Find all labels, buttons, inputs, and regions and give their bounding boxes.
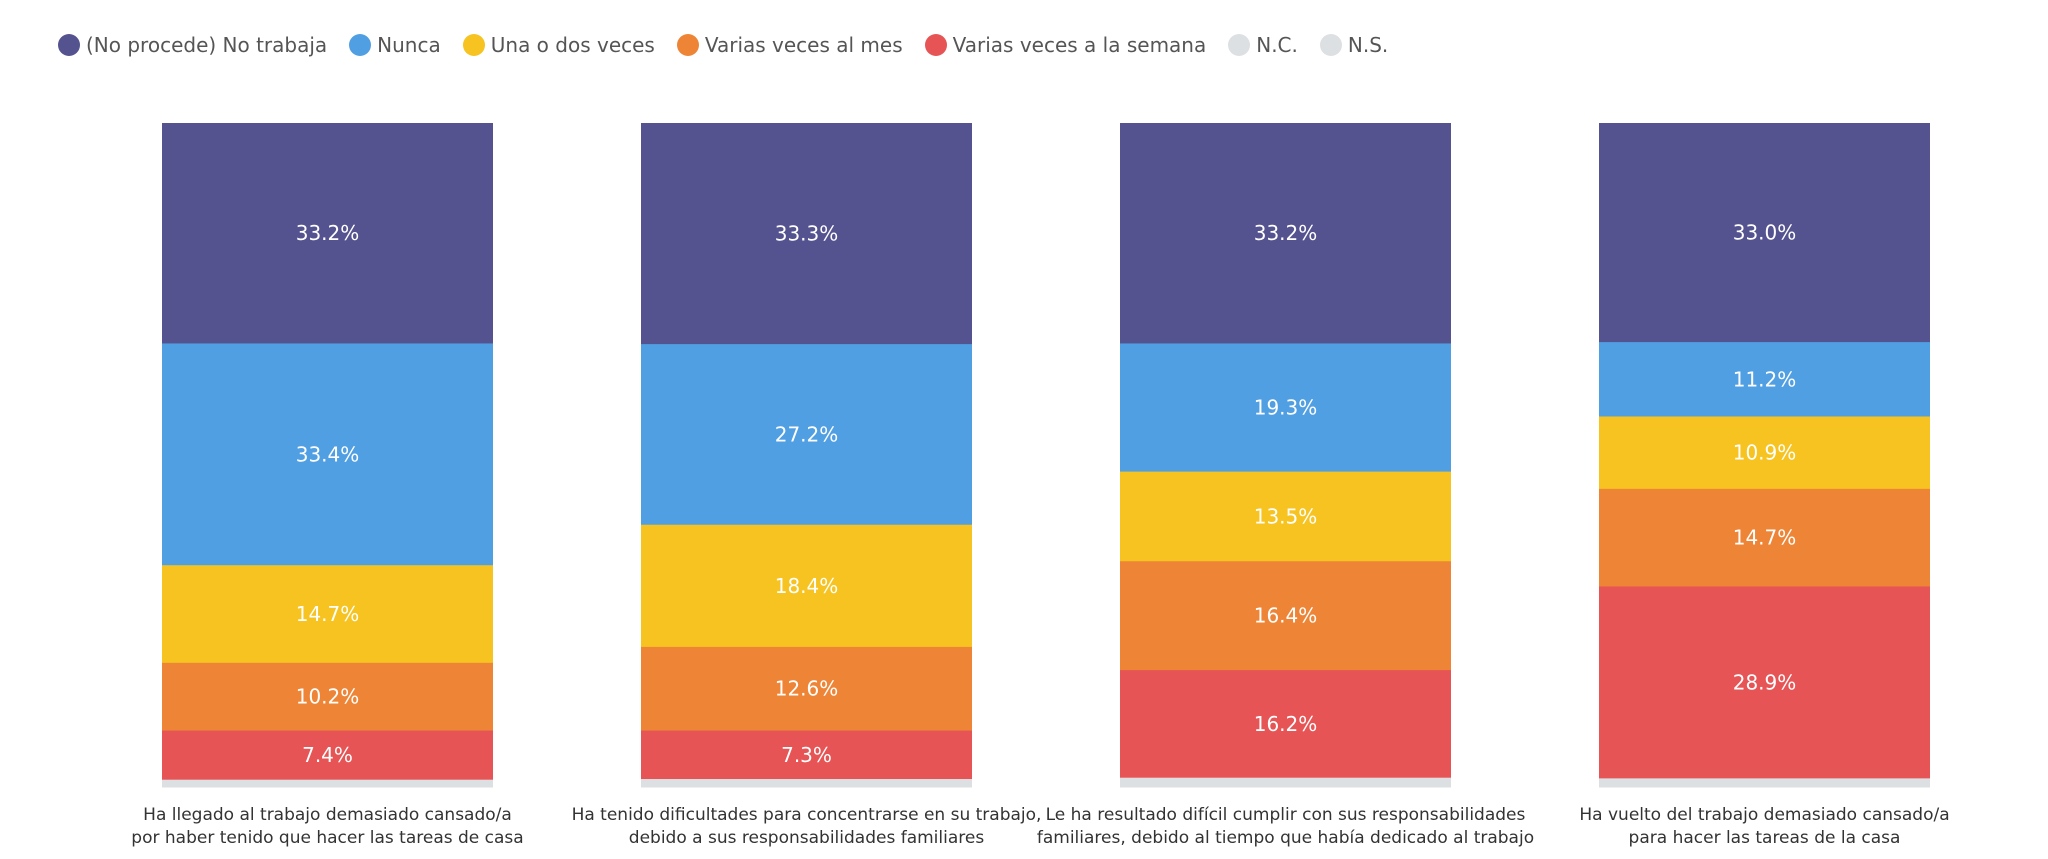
legend: (No procede) No trabaja Nunca Una o dos ve…: [58, 28, 1410, 62]
data-label: 19.3%: [1254, 396, 1318, 420]
legend-label: N.S.: [1347, 33, 1389, 57]
bar-segment-2-una-o-dos-veces[interactable]: [641, 524, 972, 648]
bar-segment-1-no-procede-no-trabaja[interactable]: [162, 123, 493, 344]
data-label: 12.6%: [775, 677, 839, 701]
data-label: 27.2%: [775, 422, 839, 446]
data-label: 14.7%: [1733, 526, 1797, 550]
legend-label: Una o dos veces: [490, 33, 655, 57]
bar-segment-3-varias-veces-al-mes[interactable]: [1120, 561, 1451, 671]
legend-item-n-s[interactable]: N.S.: [1319, 33, 1389, 57]
legend-item-varias-veces-al-mes[interactable]: Varias veces al mes: [676, 33, 903, 57]
data-label: 10.2%: [296, 685, 360, 709]
bar-segment-3-no-procede-no-trabaja[interactable]: [1120, 123, 1451, 344]
legend-label: Varias veces al mes: [704, 33, 903, 57]
data-label: 7.4%: [302, 743, 353, 767]
category-label-3: familiares, debido al tiempo que había d…: [1037, 828, 1534, 848]
bar-segment-3-varias-veces-a-la-semana[interactable]: [1120, 670, 1451, 779]
bar-segment-1-n-s[interactable]: [162, 783, 493, 788]
bar-segment-4-no-procede-no-trabaja[interactable]: [1599, 123, 1930, 343]
bar-segment-3-una-o-dos-veces[interactable]: [1120, 471, 1451, 562]
legend-swatch: [1228, 34, 1251, 56]
legend-label: Varias veces a la semana: [952, 33, 1207, 57]
data-label: 14.7%: [296, 602, 360, 626]
bar-segment-1-una-o-dos-veces[interactable]: [162, 565, 493, 664]
legend-swatch: [676, 34, 699, 56]
category-label-3: Le ha resultado difícil cumplir con sus …: [1046, 805, 1526, 825]
data-label: 16.4%: [1254, 604, 1318, 628]
category-label-4: para hacer las tareas de la casa: [1629, 828, 1901, 848]
legend-item-varias-veces-a-la-semana[interactable]: Varias veces a la semana: [924, 33, 1207, 57]
bar-segment-2-varias-veces-a-la-semana[interactable]: [641, 730, 972, 780]
data-label: 33.2%: [1254, 221, 1318, 245]
data-label: 33.2%: [296, 221, 360, 245]
legend-swatch: [924, 34, 947, 56]
bar-segment-3-n-s[interactable]: [1120, 782, 1451, 788]
legend-swatch: [349, 34, 372, 56]
data-label: 33.4%: [296, 442, 360, 466]
category-label-1: por haber tenido que hacer las tareas de…: [131, 828, 523, 848]
legend-item-nunca[interactable]: Nunca: [349, 33, 441, 57]
bar-segment-1-n-c[interactable]: [162, 779, 493, 785]
bar-segment-1-nunca[interactable]: [162, 343, 493, 566]
data-label: 13.5%: [1254, 504, 1318, 528]
data-label: 7.3%: [781, 743, 832, 767]
category-label-2: debido a sus responsabilidades familiare…: [629, 828, 985, 848]
category-label-4: Ha vuelto del trabajo demasiado cansado/…: [1579, 805, 1949, 825]
bar-segment-4-n-s[interactable]: [1599, 782, 1930, 788]
legend-item-no-procede-no-trabaja[interactable]: (No procede) No trabaja: [58, 33, 327, 57]
bar-segment-2-n-c[interactable]: [641, 779, 972, 784]
bar-segment-1-varias-veces-a-la-semana[interactable]: [162, 730, 493, 781]
bar-segment-4-varias-veces-a-la-semana[interactable]: [1599, 586, 1930, 779]
legend-label: N.C.: [1256, 33, 1298, 57]
data-label: 16.2%: [1254, 712, 1318, 736]
data-label: 33.3%: [775, 222, 839, 246]
bar-segment-4-nunca[interactable]: [1599, 342, 1930, 417]
legend-swatch: [1319, 34, 1342, 56]
bar-segment-3-nunca[interactable]: [1120, 343, 1451, 473]
bar-segment-4-varias-veces-al-mes[interactable]: [1599, 488, 1930, 587]
bar-segment-2-no-procede-no-trabaja[interactable]: [641, 123, 972, 345]
data-label: 33.0%: [1733, 221, 1797, 245]
category-label-2: Ha tenido dificultades para concentrarse…: [572, 805, 1042, 825]
data-label: 11.2%: [1733, 367, 1797, 391]
data-label: 18.4%: [775, 574, 839, 598]
legend-label: (No procede) No trabaja: [86, 33, 328, 57]
legend-label: Nunca: [377, 33, 441, 57]
bar-segment-4-n-c[interactable]: [1599, 778, 1930, 783]
bar-segment-2-n-s[interactable]: [641, 783, 972, 788]
legend-swatch: [462, 34, 485, 56]
data-label: 28.9%: [1733, 670, 1797, 694]
legend-swatch: [58, 34, 80, 56]
data-label: 10.9%: [1733, 441, 1797, 465]
bar-segment-2-nunca[interactable]: [641, 344, 972, 526]
legend-item-n-c[interactable]: N.C.: [1228, 33, 1298, 57]
bar-segment-4-una-o-dos-veces[interactable]: [1599, 416, 1930, 490]
legend-item-una-o-dos-veces[interactable]: Una o dos veces: [462, 33, 655, 57]
bar-segment-1-varias-veces-al-mes[interactable]: [162, 662, 493, 732]
bar-segment-3-n-c[interactable]: [1120, 777, 1451, 783]
category-label-1: Ha llegado al trabajo demasiado cansado/…: [143, 805, 512, 825]
bar-segment-2-varias-veces-al-mes[interactable]: [641, 646, 972, 732]
